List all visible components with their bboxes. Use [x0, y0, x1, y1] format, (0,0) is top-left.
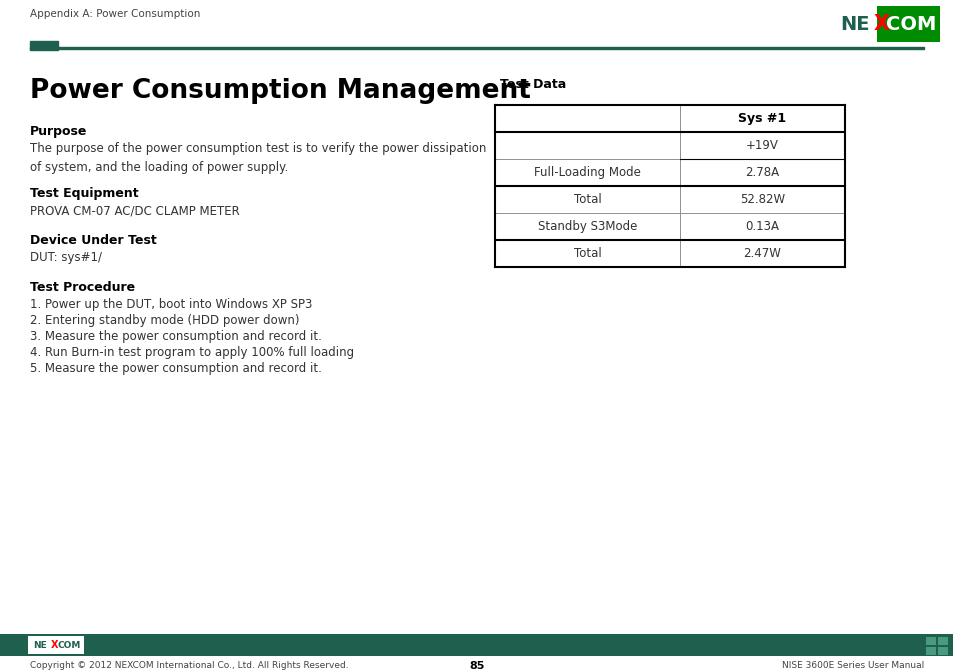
Bar — [30, 41, 58, 50]
Text: DUT: sys#1/: DUT: sys#1/ — [30, 251, 102, 264]
Bar — [495, 132, 679, 159]
Text: Power Consumption Management: Power Consumption Management — [30, 78, 530, 104]
Bar — [679, 159, 844, 186]
Text: Appendix A: Power Consumption: Appendix A: Power Consumption — [30, 9, 200, 19]
Bar — [495, 186, 679, 213]
Text: 0.13A: 0.13A — [744, 220, 779, 233]
Bar — [495, 213, 679, 240]
Text: NE: NE — [33, 640, 47, 650]
Text: 2.78A: 2.78A — [744, 166, 779, 179]
Bar — [937, 637, 947, 645]
Text: NE: NE — [839, 15, 868, 34]
Text: Purpose: Purpose — [30, 125, 88, 138]
Text: COM: COM — [884, 15, 935, 34]
Bar — [925, 647, 935, 655]
Bar — [937, 647, 947, 655]
Text: 4. Run Burn-in test program to apply 100% full loading: 4. Run Burn-in test program to apply 100… — [30, 346, 354, 359]
Bar — [495, 105, 679, 132]
Text: +19V: +19V — [745, 139, 778, 152]
Text: Test Equipment: Test Equipment — [30, 187, 138, 200]
Text: NISE 3600E Series User Manual: NISE 3600E Series User Manual — [781, 661, 923, 671]
Text: 2.47W: 2.47W — [742, 247, 781, 260]
Text: 3. Measure the power consumption and record it.: 3. Measure the power consumption and rec… — [30, 330, 321, 343]
Bar — [831, 6, 939, 42]
Text: COM: COM — [57, 640, 80, 650]
Text: 52.82W: 52.82W — [740, 193, 784, 206]
Text: Test Data: Test Data — [499, 78, 566, 91]
Text: Standby S3Mode: Standby S3Mode — [537, 220, 637, 233]
Text: Total: Total — [573, 247, 600, 260]
Text: X: X — [873, 14, 889, 34]
Bar — [495, 240, 679, 267]
Text: Device Under Test: Device Under Test — [30, 234, 156, 247]
Bar — [831, 6, 877, 42]
Text: Total: Total — [573, 193, 600, 206]
Text: 1. Power up the DUT, boot into Windows XP SP3: 1. Power up the DUT, boot into Windows X… — [30, 298, 312, 311]
Text: Test Procedure: Test Procedure — [30, 281, 135, 294]
Text: 2. Entering standby mode (HDD power down): 2. Entering standby mode (HDD power down… — [30, 314, 299, 327]
Text: Copyright © 2012 NEXCOM International Co., Ltd. All Rights Reserved.: Copyright © 2012 NEXCOM International Co… — [30, 661, 348, 671]
Text: 5. Measure the power consumption and record it.: 5. Measure the power consumption and rec… — [30, 362, 321, 375]
Text: Sys #1: Sys #1 — [738, 112, 785, 125]
Text: 85: 85 — [469, 661, 484, 671]
Bar — [679, 186, 844, 213]
Bar — [679, 240, 844, 267]
Bar — [679, 132, 844, 159]
Bar — [495, 159, 679, 186]
Text: X: X — [51, 640, 58, 650]
Bar — [28, 636, 84, 654]
Bar — [30, 47, 923, 49]
Text: PROVA CM-07 AC/DC CLAMP METER: PROVA CM-07 AC/DC CLAMP METER — [30, 204, 239, 217]
Bar — [679, 213, 844, 240]
Bar — [0, 634, 953, 656]
Bar — [679, 105, 844, 132]
Bar — [925, 637, 935, 645]
Text: Full-Loading Mode: Full-Loading Mode — [534, 166, 640, 179]
Text: The purpose of the power consumption test is to verify the power dissipation
of : The purpose of the power consumption tes… — [30, 142, 486, 173]
